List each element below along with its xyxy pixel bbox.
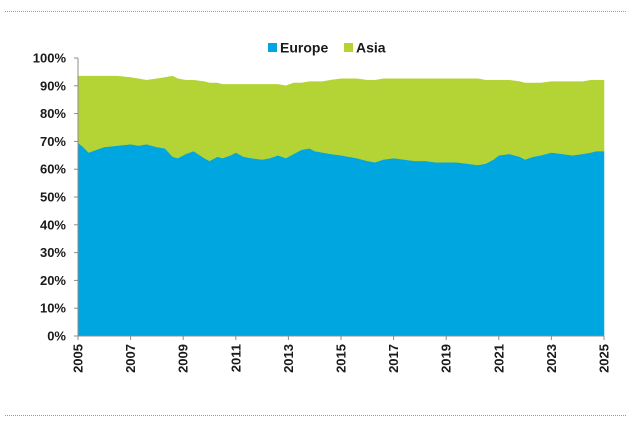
top-dotted-rule [5, 11, 626, 12]
y-tick-label: 20% [40, 273, 66, 288]
x-tick-label: 2025 [597, 344, 612, 373]
legend: Europe Asia [268, 40, 386, 56]
y-tick-label: 80% [40, 106, 66, 121]
y-tick-label: 50% [40, 190, 66, 205]
legend-swatch-europe [268, 43, 277, 52]
y-tick-label: 90% [40, 78, 66, 93]
axes: 0% 10% 20% 30% 40% 50% 60% 70% 80% 90% 100% 2005 200… [33, 51, 612, 373]
area-asia [77, 75, 605, 166]
legend-label-asia: Asia [356, 40, 386, 56]
x-tick-label: 2013 [281, 344, 296, 373]
y-tick-label: 0% [47, 329, 66, 344]
x-tick-label: 2019 [439, 344, 454, 373]
y-tick-label: 60% [40, 162, 66, 177]
plot-areas [77, 75, 605, 337]
x-tick-label: 2017 [386, 344, 401, 373]
x-tick-label: 2007 [123, 344, 138, 373]
y-tick-label: 100% [33, 51, 67, 66]
area-europe [77, 142, 605, 337]
y-tick-label: 30% [40, 245, 66, 260]
y-tick-label: 10% [40, 301, 66, 316]
x-tick-label: 2009 [176, 344, 191, 373]
x-tick-label: 2021 [491, 344, 506, 373]
x-tick-label: 2005 [71, 344, 86, 373]
legend-swatch-asia [344, 43, 353, 52]
y-tick-label: 70% [40, 134, 66, 149]
x-tick-label: 2015 [334, 344, 349, 373]
x-tick-label: 2023 [544, 344, 559, 373]
y-tick-label: 40% [40, 217, 66, 232]
x-tick-label: 2011 [228, 344, 243, 372]
bottom-dotted-rule [5, 415, 626, 416]
legend-label-europe: Europe [280, 40, 328, 56]
